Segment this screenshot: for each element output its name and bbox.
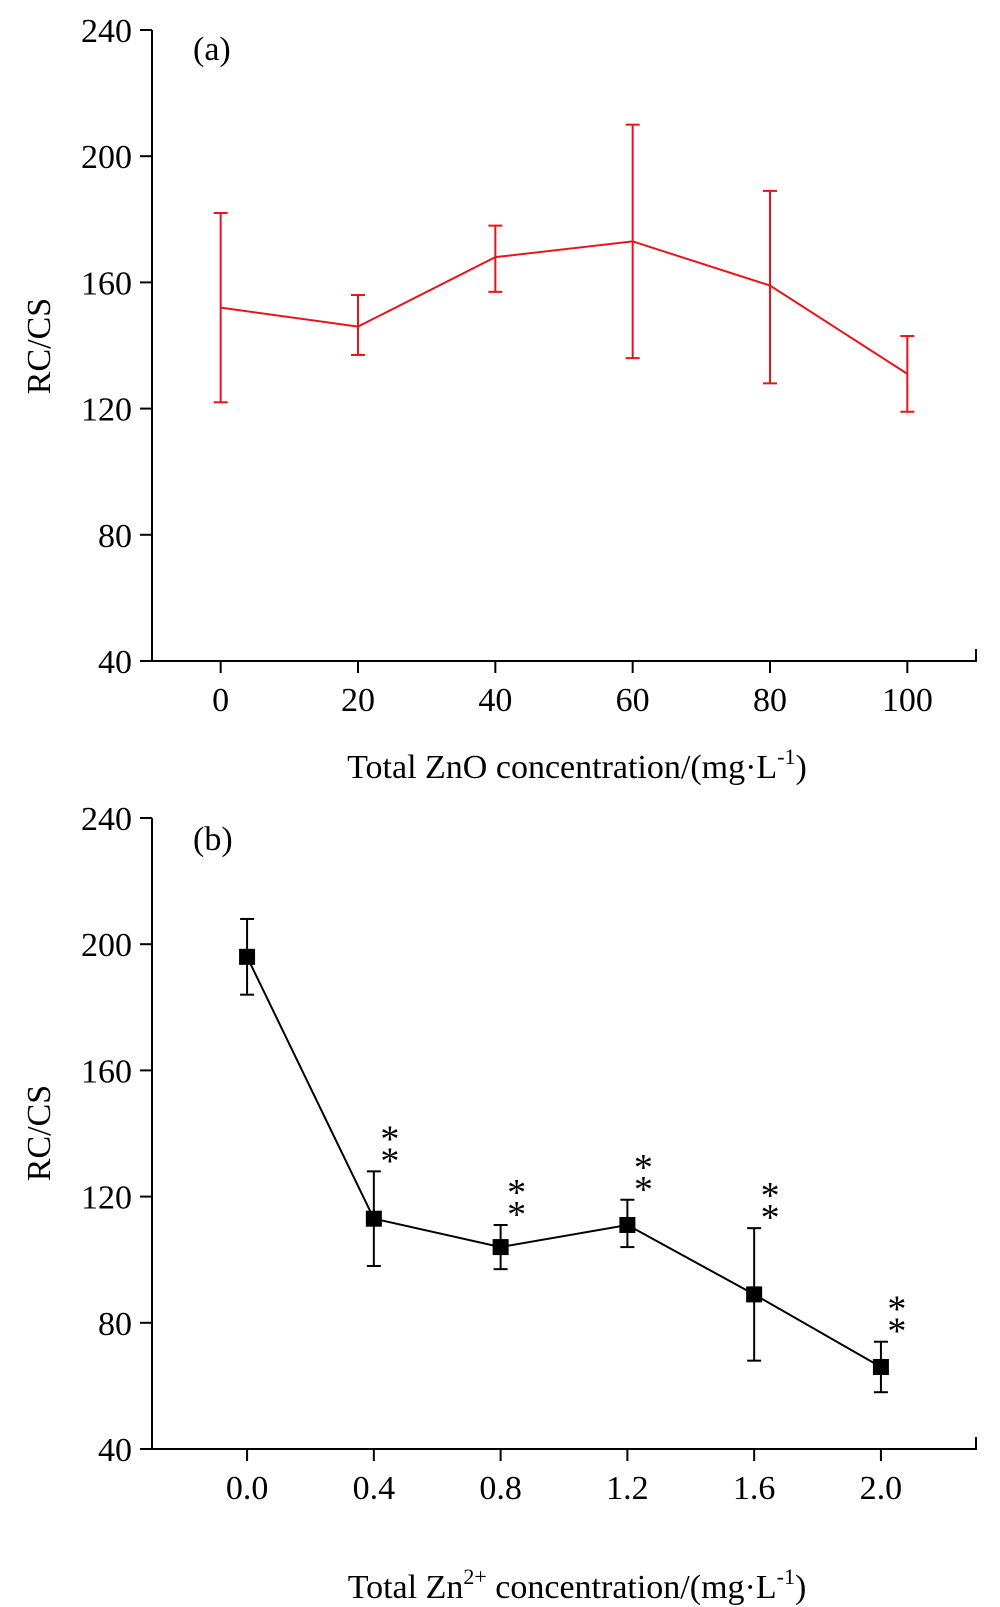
series-marks-a (213, 123, 915, 413)
y-tick-label-b: 240 (81, 801, 132, 838)
x-tick-label-b: 0.4 (353, 1470, 396, 1507)
y-tick-label-b: 120 (81, 1180, 132, 1217)
data-point-b (619, 1216, 636, 1233)
significance-mark-b: ** (887, 1289, 906, 1353)
error-bar-a (900, 335, 915, 413)
svg-text:*: * (507, 1194, 526, 1236)
svg-text:*: * (380, 1140, 399, 1182)
data-point-b (239, 948, 256, 965)
y-tick-label-a: 240 (81, 13, 132, 50)
svg-text:*: * (887, 1289, 906, 1331)
x-tick-label-a: 100 (882, 682, 933, 719)
y-tick-label-a: 80 (98, 518, 132, 555)
panel-label-b: (b) (193, 821, 233, 858)
y-tick-label-a: 200 (81, 139, 132, 176)
y-axis-title-a: RC/CS (21, 298, 58, 394)
y-tick-label-a: 160 (81, 265, 132, 302)
axis-ticks-a: 40 80 120 160 200 240 0 20 40 60 80 100 (81, 13, 977, 719)
x-tick-label-a: 20 (341, 682, 375, 719)
significance-mark-b: ** (634, 1147, 653, 1211)
y-tick-label-b: 200 (81, 927, 132, 964)
y-tick-label-b: 160 (81, 1053, 132, 1090)
panel-label-a: (a) (193, 31, 231, 68)
x-tick-label-b: 1.2 (606, 1470, 649, 1507)
svg-text:*: * (887, 1311, 906, 1353)
series-line-b (246, 956, 882, 1368)
svg-text:*: * (380, 1118, 399, 1160)
svg-text:*: * (507, 1172, 526, 1214)
x-tick-label-b: 0.0 (226, 1470, 269, 1507)
significance-mark-b: ** (380, 1118, 399, 1182)
x-axis-title-a: Total ZnO concentration/(mg·L-1) (347, 744, 807, 786)
series-marks-b: ****** **** (239, 917, 906, 1394)
error-bar-a (488, 224, 503, 293)
svg-text:*: * (761, 1197, 780, 1239)
x-tick-label-b: 1.6 (733, 1470, 776, 1507)
x-tick-label-a: 80 (753, 682, 787, 719)
error-bar-a (763, 189, 777, 385)
y-tick-label-b: 40 (98, 1432, 132, 1469)
axis-frame-b (151, 818, 977, 1450)
x-tick-label-a: 40 (478, 682, 512, 719)
error-bar-a (351, 294, 365, 356)
x-tick-label-a: 0 (212, 682, 229, 719)
x-tick-label-b: 2.0 (860, 1470, 903, 1507)
y-tick-label-a: 120 (81, 392, 132, 429)
chart-panel-a: (a) RC/CS Total ZnO concentration/(mg·L-… (21, 13, 977, 786)
significance-mark-b: ** (507, 1172, 526, 1236)
data-point-b (365, 1210, 382, 1227)
svg-text:*: * (761, 1175, 780, 1217)
y-tick-label-b: 80 (98, 1306, 132, 1343)
axis-ticks-b: 40 80 120 160 200 240 0.0 0.4 0.8 1.2 1.6 2.0 (81, 801, 977, 1507)
axis-frame-a (151, 30, 977, 662)
chart-panel-b: (b) RC/CS Total Zn2+ concentration/(mg·L… (21, 801, 977, 1606)
error-bar-a (625, 123, 640, 360)
x-tick-label-b: 0.8 (479, 1470, 522, 1507)
y-axis-title-b: RC/CS (21, 1085, 58, 1181)
svg-text:*: * (634, 1169, 653, 1211)
x-axis-title-b: Total Zn2+ concentration/(mg·L-1) (348, 1564, 807, 1606)
data-point-b (746, 1286, 763, 1303)
significance-mark-b: ** (761, 1175, 780, 1239)
y-tick-label-a: 40 (98, 644, 132, 681)
svg-text:*: * (634, 1147, 653, 1189)
data-point-b (872, 1358, 889, 1375)
data-point-b (492, 1239, 509, 1256)
series-line-a (220, 240, 908, 375)
x-tick-label-a: 60 (616, 682, 650, 719)
error-bar-a (213, 211, 228, 404)
